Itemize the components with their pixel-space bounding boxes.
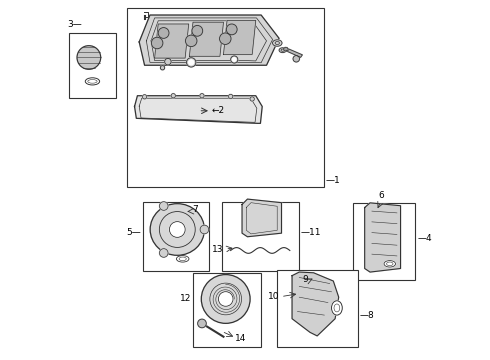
Circle shape	[77, 46, 100, 69]
Circle shape	[171, 94, 175, 98]
Circle shape	[160, 66, 165, 70]
Text: 7: 7	[193, 206, 198, 215]
Ellipse shape	[384, 261, 395, 267]
Circle shape	[159, 202, 168, 210]
Text: —8: —8	[360, 311, 374, 320]
Text: 14: 14	[235, 334, 246, 343]
Polygon shape	[155, 24, 189, 58]
Bar	[126, 8, 324, 187]
Ellipse shape	[85, 78, 99, 85]
Circle shape	[189, 60, 194, 65]
Ellipse shape	[150, 204, 204, 255]
Polygon shape	[292, 272, 339, 336]
Text: 6: 6	[378, 191, 384, 200]
Polygon shape	[190, 22, 223, 56]
Text: —1: —1	[326, 176, 341, 185]
Polygon shape	[223, 21, 256, 54]
Circle shape	[151, 37, 163, 49]
Bar	[69, 33, 116, 98]
Circle shape	[143, 95, 147, 99]
Bar	[193, 273, 261, 347]
Circle shape	[200, 225, 209, 234]
Circle shape	[201, 275, 250, 323]
Text: 9: 9	[302, 275, 308, 284]
Circle shape	[220, 33, 231, 44]
Ellipse shape	[272, 40, 282, 46]
Bar	[221, 202, 299, 271]
Polygon shape	[135, 96, 262, 123]
Text: 12: 12	[180, 294, 191, 303]
Polygon shape	[139, 15, 279, 65]
Ellipse shape	[332, 301, 343, 315]
Text: —4: —4	[417, 234, 432, 243]
Circle shape	[158, 28, 169, 39]
Bar	[353, 203, 416, 280]
Circle shape	[231, 56, 238, 63]
Ellipse shape	[279, 48, 286, 53]
Polygon shape	[365, 203, 400, 272]
Text: —11: —11	[300, 229, 321, 238]
Text: 5—: 5—	[126, 229, 141, 238]
Circle shape	[170, 222, 185, 237]
Circle shape	[197, 319, 206, 328]
Text: 3—: 3—	[68, 21, 82, 30]
Circle shape	[228, 94, 233, 99]
Circle shape	[192, 26, 203, 36]
Circle shape	[226, 24, 237, 35]
Polygon shape	[242, 199, 282, 237]
Circle shape	[250, 97, 254, 101]
Polygon shape	[286, 48, 302, 57]
Circle shape	[159, 249, 168, 257]
Circle shape	[232, 58, 236, 61]
Text: ←2: ←2	[212, 106, 225, 115]
Bar	[277, 270, 358, 347]
Text: 10: 10	[268, 292, 279, 301]
Circle shape	[186, 35, 197, 46]
Circle shape	[293, 55, 299, 62]
Circle shape	[187, 58, 196, 67]
Circle shape	[219, 292, 233, 306]
Circle shape	[200, 94, 204, 98]
Text: 13: 13	[212, 244, 223, 253]
Ellipse shape	[176, 256, 189, 262]
Polygon shape	[283, 47, 289, 51]
Bar	[143, 202, 209, 271]
Circle shape	[165, 58, 171, 65]
